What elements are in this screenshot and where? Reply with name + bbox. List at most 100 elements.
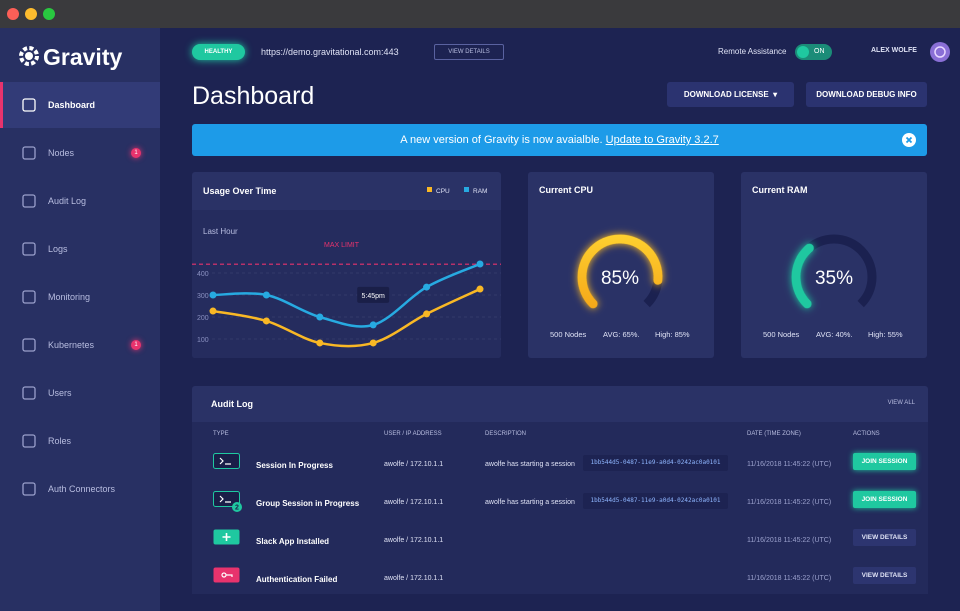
icon-shape: [22, 434, 36, 448]
user-ip: awolfe / 172.10.1.1: [384, 575, 444, 582]
icon-glyph: [219, 457, 231, 465]
nav-item[interactable]: Users: [0, 370, 160, 416]
view-all-link[interactable]: VIEW ALL: [887, 400, 915, 406]
nav-icon: [22, 98, 36, 112]
nav-item[interactable]: Roles: [0, 418, 160, 464]
nav-item[interactable]: Audit Log: [0, 178, 160, 224]
download-license-button[interactable]: DOWNLOAD LICENSE ▾: [667, 82, 794, 107]
remote-assistance-label: Remote Assistance: [718, 47, 787, 56]
data-point: [262, 317, 270, 325]
icon-badge: 2: [235, 505, 239, 512]
date: 11/16/2018 11:45:22 (UTC): [747, 537, 832, 544]
gauge-stat: 500 Nodes: [550, 330, 587, 339]
sidebar: Gravity Dashboard Nodes 1 Audit Log Logs Moni…: [0, 28, 160, 611]
nav-badge: 1: [131, 148, 141, 158]
logo-icon: [19, 46, 39, 66]
usage-card: Usage Over Time Last Hour 100 200 300 400 MA…: [192, 172, 501, 358]
series-line: [212, 262, 481, 328]
icon-shape: [22, 338, 36, 352]
nav-icon: [22, 338, 36, 352]
gauge-stat: AVG: 40%.: [816, 330, 853, 339]
nav-item[interactable]: Nodes 1: [0, 130, 160, 176]
data-point: [262, 291, 270, 299]
icon-glyph: [219, 495, 231, 503]
tooltip-box: [357, 286, 390, 303]
legend-label: CPU: [436, 188, 450, 195]
y-tick-label: 300: [197, 293, 209, 300]
date: 11/16/2018 11:45:22 (UTC): [747, 461, 832, 468]
nav-item[interactable]: Kubernetes 1: [0, 322, 160, 368]
event-icon: [213, 453, 240, 469]
update-banner: A new version of Gravity is now avaialbl…: [192, 124, 927, 156]
action-button[interactable]: JOIN SESSION: [853, 491, 916, 508]
audit-row: 2 Group Session in Progress awolfe / 172.1…: [192, 485, 928, 523]
gauge-stat: High: 85%: [655, 330, 690, 339]
column-header: DESCRIPTION: [485, 431, 527, 437]
banner-link[interactable]: Update to Gravity 3.2.7: [605, 134, 719, 146]
cpu-card: Current CPU 85% 500 Nodes AVG: 65%. High: 85…: [528, 172, 714, 358]
gauge-stat: AVG: 65%.: [603, 330, 640, 339]
action-button[interactable]: VIEW DETAILS: [853, 567, 916, 584]
card-title: Current RAM: [752, 185, 808, 195]
legend-label: RAM: [473, 188, 487, 195]
data-point: [476, 260, 484, 268]
data-point: [316, 313, 324, 321]
icon-shape: [22, 386, 36, 400]
logo: Gravity: [43, 44, 123, 70]
nav-icon: [22, 386, 36, 400]
view-details-button[interactable]: VIEW DETAILS: [434, 44, 504, 60]
tooltip: 5:45pm: [362, 293, 386, 300]
legend-swatch: [464, 187, 469, 192]
description: awolfe has starting a session: [485, 499, 575, 506]
period-dropdown[interactable]: Last Hour: [203, 227, 238, 236]
avatar[interactable]: [929, 41, 951, 63]
event-name: Authentication Failed: [256, 575, 338, 584]
column-header: USER / IP ADDRESS: [384, 431, 442, 437]
data-point: [369, 321, 377, 329]
user-ip: awolfe / 172.10.1.1: [384, 499, 444, 506]
status-pill: HEALTHY: [192, 44, 245, 60]
nav-item[interactable]: Auth Connectors: [0, 466, 160, 512]
url: https://demo.gravitational.com:443: [261, 47, 399, 57]
toggle-label: ON: [814, 48, 825, 55]
event-name: Slack App Installed: [256, 537, 330, 546]
nav-label: Roles: [48, 436, 72, 446]
nav-item[interactable]: Monitoring: [0, 274, 160, 320]
data-point: [209, 291, 217, 299]
nav-item[interactable]: Logs: [0, 226, 160, 272]
nav-icon: [22, 242, 36, 256]
close-icon[interactable]: [902, 133, 916, 147]
ram-gauge: Current RAM 35% 500 Nodes AVG: 40%. High: 55…: [752, 185, 903, 339]
nav-label: Kubernetes: [48, 340, 95, 350]
audit-title: Audit Log: [211, 399, 253, 409]
column-header: ACTIONS: [853, 431, 880, 437]
nav-icon: [22, 482, 36, 496]
session-id: 1bb544d5-0487-11e9-a0d4-0242ac0a0101: [583, 455, 728, 471]
event-icon: [213, 529, 240, 545]
nav-label: Nodes: [48, 148, 75, 158]
y-tick-label: 100: [197, 337, 209, 344]
nav-item[interactable]: Dashboard: [0, 82, 160, 128]
column-header: DATE (TIME ZONE): [747, 431, 801, 437]
data-point: [476, 285, 484, 293]
icon-box: [213, 453, 240, 469]
action-button[interactable]: VIEW DETAILS: [853, 529, 916, 546]
button-label: DOWNLOAD LICENSE: [683, 90, 769, 99]
date: 11/16/2018 11:45:22 (UTC): [747, 575, 832, 582]
icon-shape: [22, 194, 36, 208]
data-point: [209, 307, 217, 315]
icon-shape: [22, 146, 36, 160]
icon-glyph: [222, 533, 231, 541]
audit-row: Slack App Installed awolfe / 172.10.1.1 11…: [192, 523, 928, 561]
toggle[interactable]: ON: [795, 44, 832, 60]
description: awolfe has starting a session: [485, 461, 575, 468]
series-line: [212, 287, 481, 348]
audit-row: Session In Progress awolfe / 172.10.1.1 aw…: [192, 447, 928, 485]
icon-shape: [22, 290, 36, 304]
icon-shape: [22, 242, 36, 256]
download-debug-button[interactable]: DOWNLOAD DEBUG INFO: [806, 82, 927, 107]
ram-card: Current RAM 35% 500 Nodes AVG: 40%. High: 55…: [741, 172, 927, 358]
action-button[interactable]: JOIN SESSION: [853, 453, 916, 470]
audit-log-card: Audit Log VIEW ALL TYPE USER / IP ADDRESS…: [192, 386, 928, 594]
window-controls: [7, 8, 55, 20]
